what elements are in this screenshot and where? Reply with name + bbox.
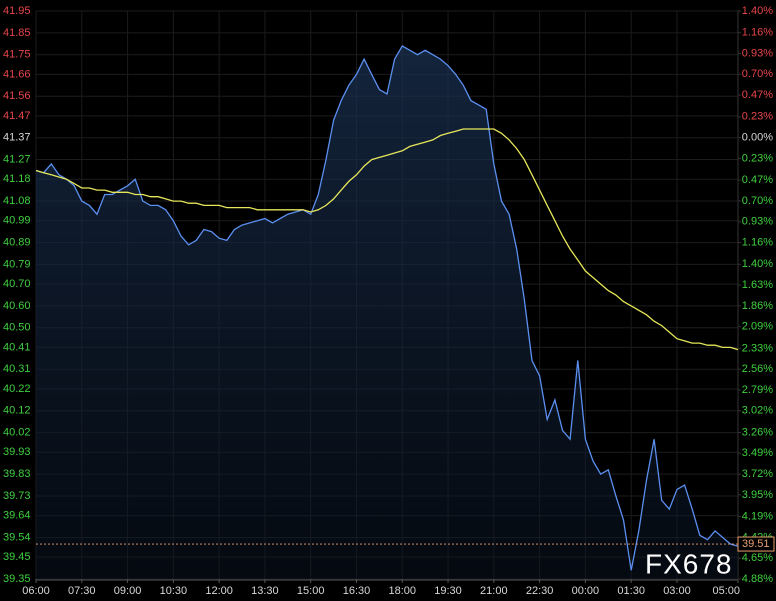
y2-tick-label: 0.23% [742,152,773,164]
x-tick-label: 13:30 [251,585,279,597]
x-tick-label: 05:00 [712,585,740,597]
y2-tick-label: 2.56% [742,363,773,375]
x-tick-label: 18:00 [388,585,416,597]
y-tick-label: 41.95 [3,5,31,17]
x-tick-label: 22:30 [526,585,554,597]
y-tick-label: 40.31 [3,363,31,375]
y2-tick-label: 4.88% [742,573,773,585]
y-tick-label: 41.47 [3,110,31,122]
x-tick-label: 16:30 [343,585,371,597]
y-tick-label: 39.93 [3,446,31,458]
y-tick-label: 39.35 [3,573,31,585]
y-tick-label: 39.45 [3,551,31,563]
y2-tick-label: 4.65% [742,552,773,564]
y2-tick-label: 0.70% [742,68,773,80]
y-tick-label: 40.60 [3,300,31,312]
y-tick-label: 41.18 [3,173,31,185]
y2-tick-label: 2.79% [742,384,773,396]
y-tick-label: 40.50 [3,322,31,334]
y-tick-label: 39.64 [3,510,31,522]
y2-tick-label: 0.00% [742,132,773,144]
y-tick-label: 40.89 [3,236,31,248]
y-tick-label: 40.22 [3,383,31,395]
x-tick-label: 07:30 [68,585,96,597]
y-tick-label: 41.85 [3,27,31,39]
y-tick-label: 40.41 [3,341,31,353]
y2-tick-label: 2.09% [742,321,773,333]
y2-tick-label: 3.02% [742,405,773,417]
y-tick-label: 40.99 [3,215,31,227]
x-tick-label: 03:00 [663,585,691,597]
y2-tick-label: 4.19% [742,510,773,522]
y2-tick-label: 2.33% [742,342,773,354]
x-tick-label: 06:00 [22,585,50,597]
area-fill [36,46,738,579]
y-tick-label: 39.73 [3,490,31,502]
y2-tick-label: 3.49% [742,447,773,459]
y2-tick-label: 1.16% [742,236,773,248]
y2-tick-label: 0.70% [742,195,773,207]
y-tick-label: 41.75 [3,49,31,61]
series-line [35,45,739,571]
y-tick-label: 41.56 [3,90,31,102]
y-tick-label: 40.12 [3,405,31,417]
last-price-label: 39.51 [742,538,770,550]
y2-tick-label: 1.86% [742,300,773,312]
x-tick-label: 09:00 [114,585,142,597]
x-tick-label: 15:00 [297,585,325,597]
y-tick-label: 41.27 [3,153,31,165]
y2-tick-label: 1.40% [742,5,773,17]
y2-tick-label: 0.47% [742,89,773,101]
last-price-box [737,536,775,552]
y2-tick-label: 1.16% [742,27,773,39]
y-tick-label: 40.79 [3,258,31,270]
y2-tick-label: 0.93% [742,47,773,59]
series-line [35,128,739,351]
y-tick-label: 39.54 [3,531,31,543]
y-tick-label: 41.66 [3,68,31,80]
y-tick-label: 40.70 [3,278,31,290]
y2-tick-label: 3.26% [742,426,773,438]
x-tick-label: 21:00 [480,585,508,597]
y2-tick-label: 0.47% [742,174,773,186]
y2-tick-label: 1.63% [742,279,773,291]
y2-tick-label: 1.40% [742,258,773,270]
y-tick-label: 41.08 [3,195,31,207]
y-tick-label: 40.02 [3,427,31,439]
watermark: FX678 [645,548,733,579]
x-tick-label: 12:00 [205,585,233,597]
y2-tick-label: 3.72% [742,468,773,480]
y2-tick-label: 3.95% [742,489,773,501]
x-tick-label: 00:00 [572,585,600,597]
y-tick-label: 41.37 [3,132,31,144]
y2-tick-label: 0.23% [742,111,773,123]
x-tick-label: 19:30 [434,585,462,597]
x-tick-label: 10:30 [160,585,188,597]
y-tick-label: 39.83 [3,468,31,480]
y2-tick-label: 0.93% [742,216,773,228]
x-tick-label: 01:30 [617,585,645,597]
